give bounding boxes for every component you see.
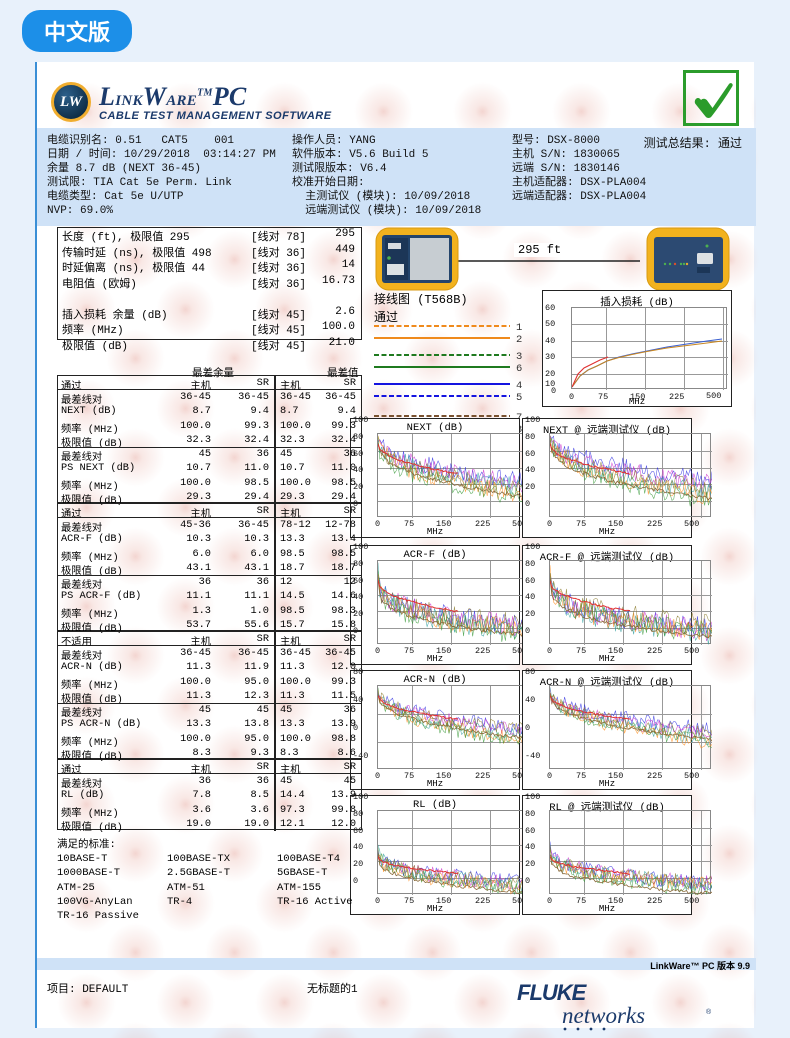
svg-text:®: ® <box>706 1008 712 1016</box>
svg-text:FLUKE: FLUKE <box>517 980 588 1005</box>
svg-text:1: 1 <box>516 322 522 334</box>
svg-text:networks: networks <box>562 1003 645 1028</box>
svg-text:6: 6 <box>516 363 522 375</box>
svg-text:2: 2 <box>516 334 522 346</box>
svg-text:4: 4 <box>516 380 522 392</box>
svg-text:5: 5 <box>516 392 522 404</box>
svg-text:3: 3 <box>516 351 522 363</box>
